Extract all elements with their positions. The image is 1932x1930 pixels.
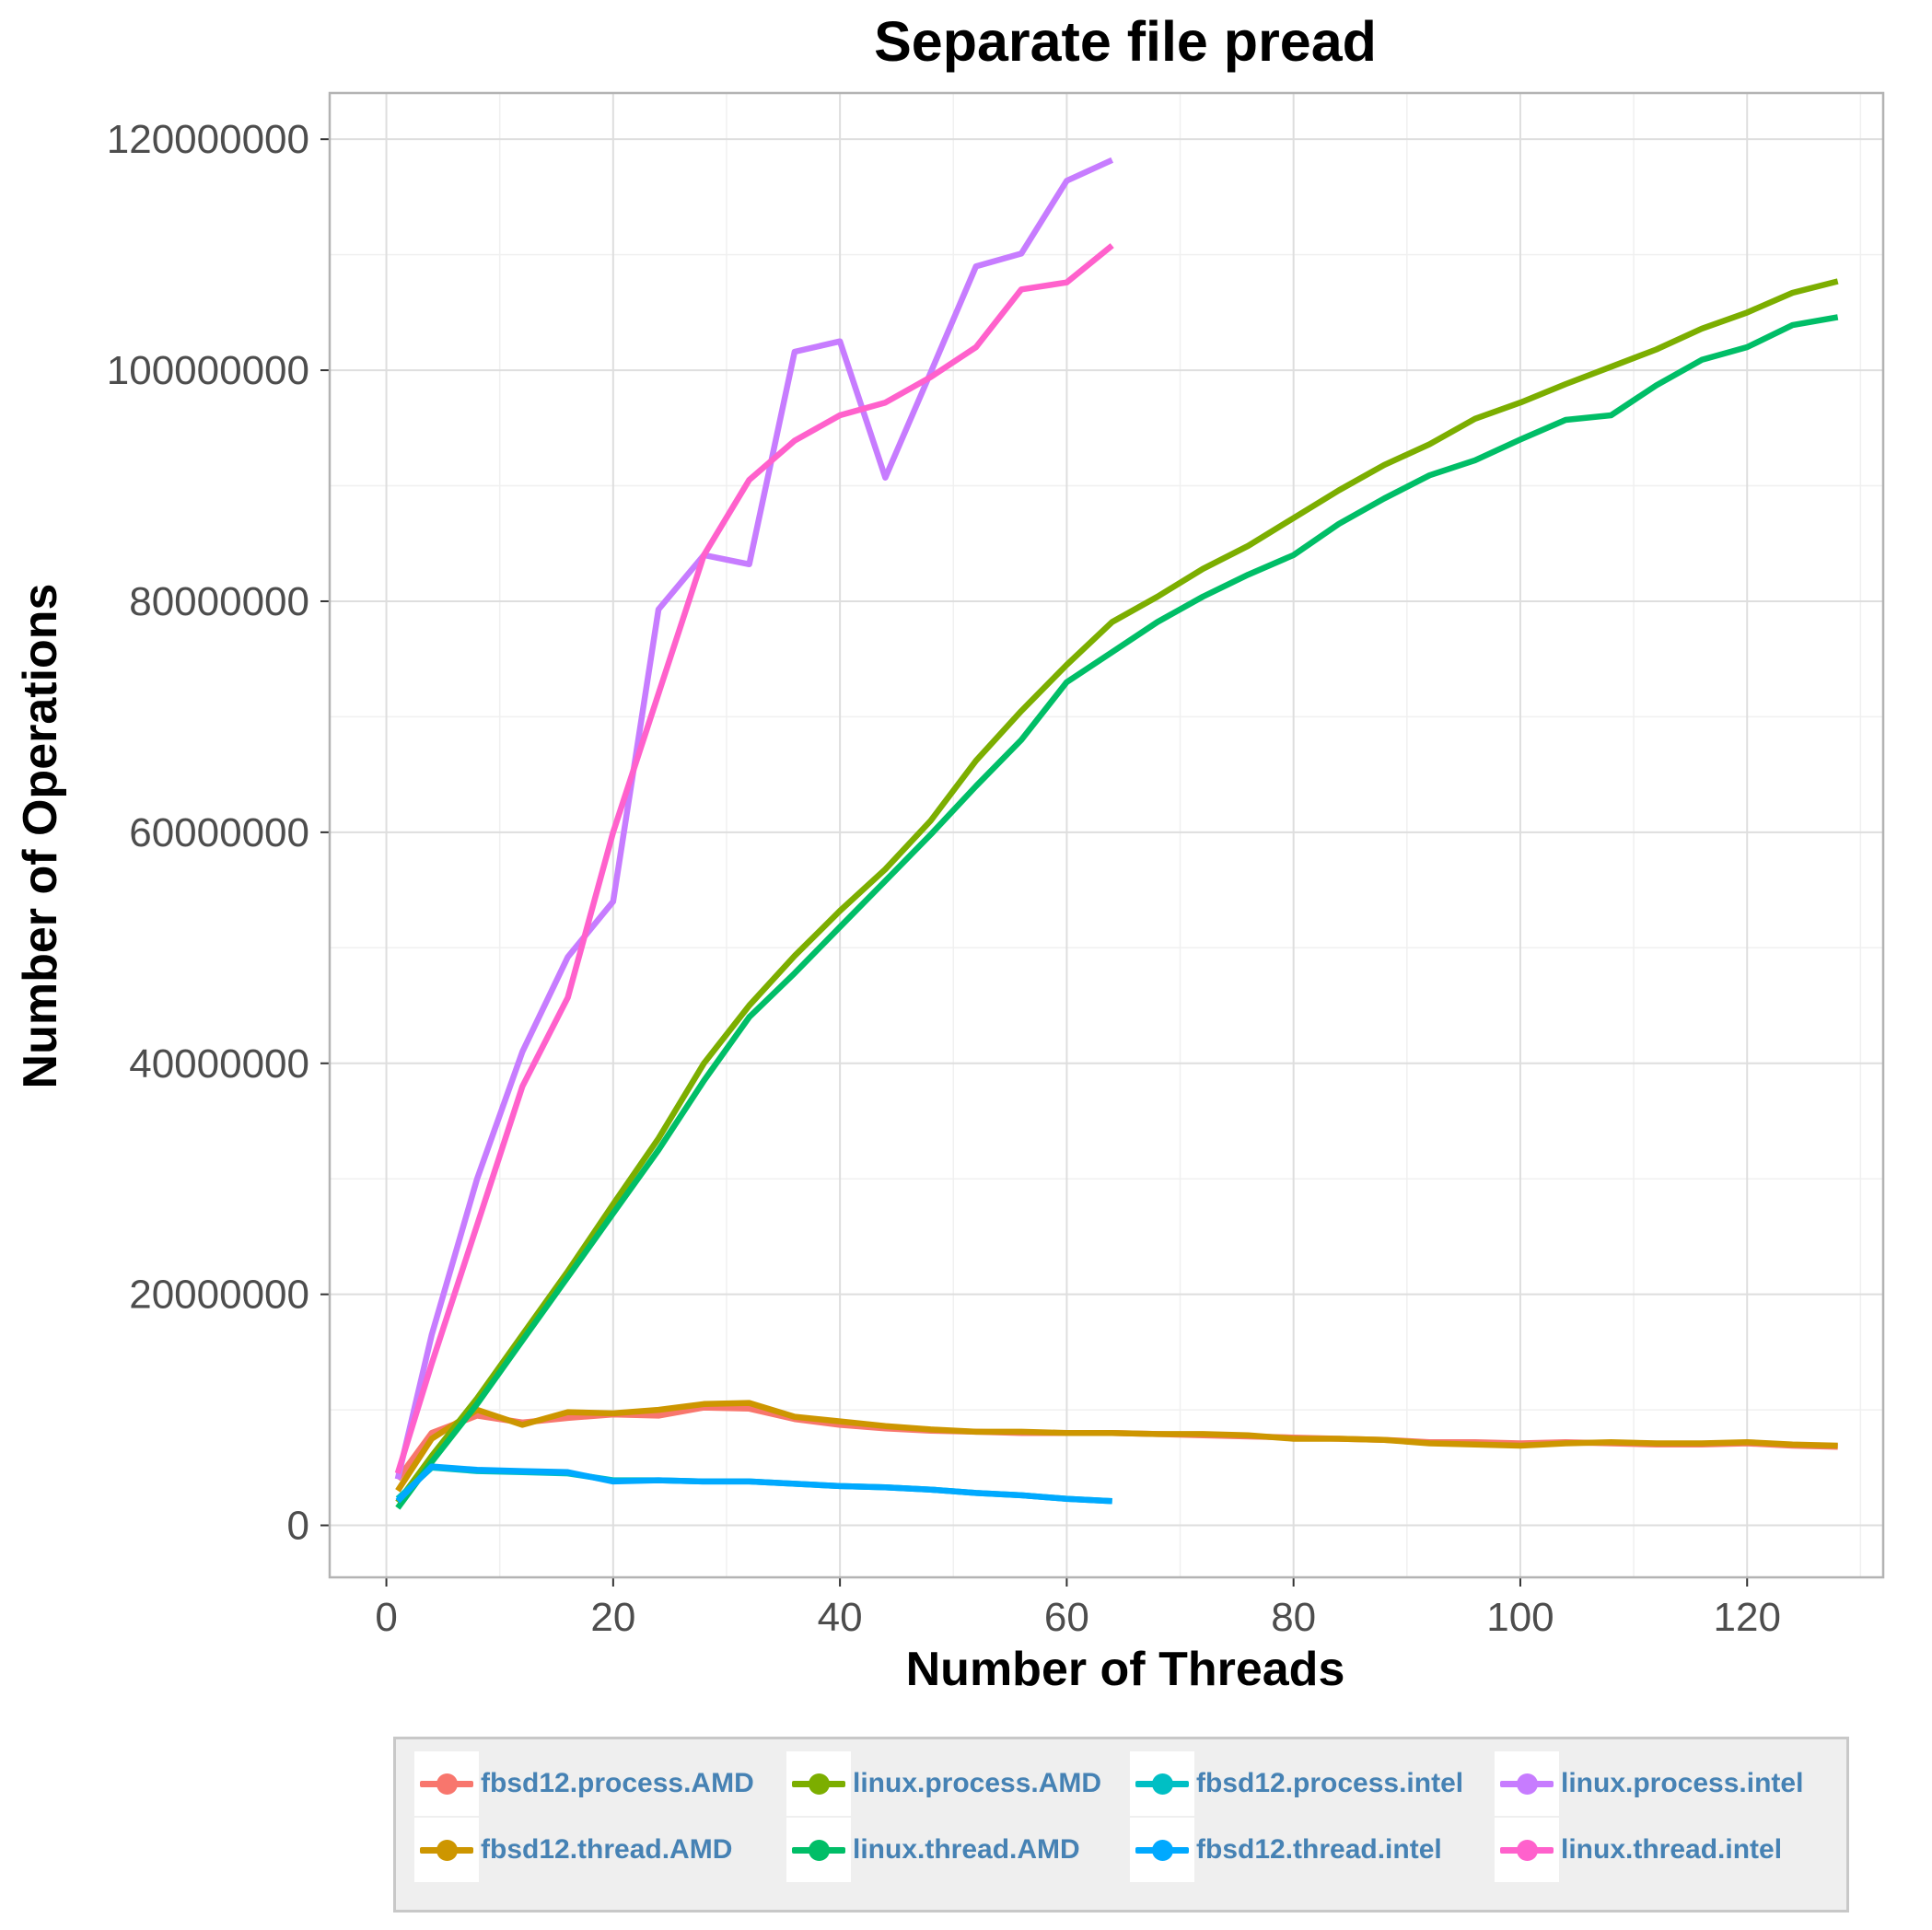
legend-key	[1130, 1818, 1194, 1882]
legend-label: fbsd12.process.AMD	[481, 1768, 754, 1798]
legend-key-dot	[1152, 1773, 1173, 1795]
legend-item-fbsd12-process-intel: fbsd12.process.intel	[1130, 1751, 1464, 1816]
x-tick-label: 120	[1714, 1595, 1781, 1640]
x-tick-label: 100	[1486, 1595, 1554, 1640]
legend-key	[786, 1751, 851, 1816]
legend-item-linux-process-intel: linux.process.intel	[1495, 1751, 1804, 1816]
series-line-linux-process-intel	[394, 157, 1114, 1481]
legend-key-dot	[1517, 1773, 1538, 1795]
legend-key-dot	[436, 1840, 458, 1861]
legend-label: linux.thread.AMD	[853, 1834, 1080, 1865]
legend-item-fbsd12-thread-amd: fbsd12.thread.AMD	[414, 1818, 733, 1882]
y-tick-label: 100000000	[107, 348, 309, 393]
legend-item-linux-process-amd: linux.process.AMD	[786, 1751, 1102, 1816]
legend-item-linux-thread-amd: linux.thread.AMD	[786, 1818, 1080, 1882]
legend-key	[786, 1818, 851, 1882]
legend: fbsd12.process.AMD linux.process.AMD fbsd1…	[393, 1737, 1849, 1913]
x-tick-label: 40	[818, 1595, 863, 1640]
y-tick-label: 40000000	[129, 1041, 309, 1087]
series-line-linux-thread-intel	[394, 243, 1114, 1475]
x-tick-label: 0	[375, 1595, 397, 1640]
y-tick-label: 120000000	[107, 117, 309, 162]
series-line-fbsd12-thread-amd	[395, 1400, 1838, 1493]
legend-key	[1495, 1818, 1559, 1882]
plot-panel: 0 20 40 60 80 100 120 0 20000000 40000000 60000000…	[107, 91, 1885, 1640]
legend-key-dot	[809, 1840, 830, 1861]
legend-key-dot	[809, 1773, 830, 1795]
legend-label: fbsd12.thread.intel	[1196, 1834, 1442, 1865]
panel-border	[328, 91, 1885, 1579]
legend-label: linux.process.intel	[1561, 1768, 1804, 1798]
series-line-fbsd12-thread-intel	[395, 1463, 1112, 1505]
series-line-linux-process-amd	[395, 278, 1839, 1505]
y-tick-label: 60000000	[129, 810, 309, 855]
x-tick-label: 20	[590, 1595, 635, 1640]
legend-key-dot	[436, 1773, 458, 1795]
legend-key	[414, 1751, 479, 1816]
legend-item-fbsd12-process-amd: fbsd12.process.AMD	[414, 1751, 754, 1816]
legend-label: linux.process.AMD	[853, 1768, 1102, 1798]
legend-item-fbsd12-thread-intel: fbsd12.thread.intel	[1130, 1818, 1442, 1882]
legend-label: linux.thread.intel	[1561, 1834, 1783, 1865]
legend-key	[414, 1818, 479, 1882]
y-tick-label: 20000000	[129, 1273, 309, 1318]
legend-key	[1495, 1751, 1559, 1816]
x-tick-label: 60	[1044, 1595, 1089, 1640]
y-tick-label: 80000000	[129, 579, 309, 624]
legend-key-dot	[1152, 1840, 1173, 1861]
chart-title: Separate file pread	[874, 10, 1377, 73]
legend-key-dot	[1517, 1840, 1538, 1861]
x-axis-title: Number of Threads	[906, 1643, 1345, 1696]
legend-label: fbsd12.process.intel	[1196, 1768, 1464, 1798]
y-axis-title: Number of Operations	[14, 584, 67, 1089]
legend-item-linux-thread-intel: linux.thread.intel	[1495, 1818, 1783, 1882]
x-tick-label: 80	[1271, 1595, 1316, 1640]
series-line-linux-thread-amd	[395, 314, 1839, 1510]
legend-key	[1130, 1751, 1194, 1816]
legend-label: fbsd12.thread.AMD	[481, 1834, 733, 1865]
y-tick-label: 0	[287, 1504, 309, 1549]
